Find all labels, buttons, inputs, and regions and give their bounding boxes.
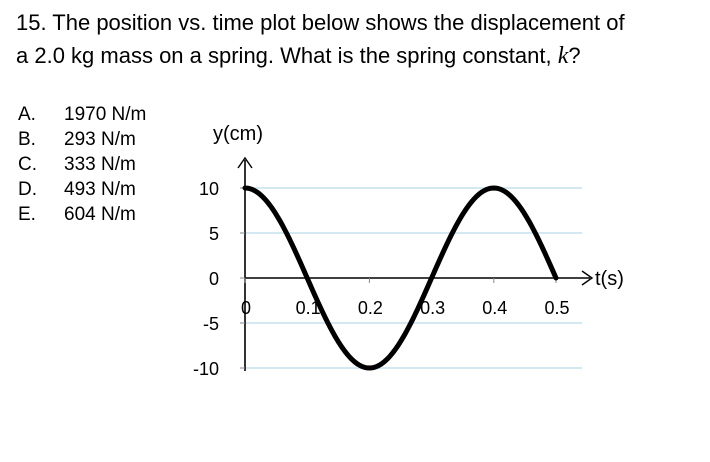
choice-c[interactable]: C. 333 N/m — [18, 152, 136, 178]
question-line-2-prefix: a 2.0 kg mass on a spring. What is the s… — [16, 43, 558, 68]
choice-a[interactable]: A. 1970 N/m — [18, 102, 146, 128]
x-tick-label: 0.3 — [420, 298, 445, 318]
choice-letter: B. — [18, 129, 36, 150]
spring-constant-variable: k — [557, 43, 569, 69]
x-tick-label: 0.2 — [358, 298, 383, 318]
choice-text: 333 N/m — [64, 154, 136, 175]
question-line-2-suffix: ? — [568, 43, 581, 68]
y-tick-label: 0 — [209, 269, 219, 289]
choice-letter: E. — [18, 204, 36, 225]
choice-letter: A. — [18, 104, 36, 125]
displacement-curve-layer — [242, 185, 559, 371]
choice-d[interactable]: D. 493 N/m — [18, 177, 136, 203]
y-tick-label: 10 — [199, 179, 219, 199]
x-tick-label: 0.5 — [544, 298, 569, 318]
y-axis-label: y(cm) — [213, 123, 263, 145]
x-tick-label: 0.1 — [296, 298, 321, 318]
choice-b[interactable]: B. 293 N/m — [18, 127, 136, 153]
question-line-2: a 2.0 kg mass on a spring. What is the s… — [16, 39, 706, 73]
y-tick-label: -5 — [203, 314, 219, 334]
question-line-1: 15. The position vs. time plot below sho… — [16, 10, 625, 35]
y-tick-label: -10 — [193, 359, 219, 379]
choice-text: 293 N/m — [64, 129, 136, 150]
x-axis-label: t(s) — [595, 268, 624, 290]
x-axis-arrow — [581, 270, 594, 286]
axes — [237, 156, 594, 371]
choice-text: 604 N/m — [64, 204, 136, 225]
x-tick-label: 0 — [241, 298, 251, 318]
displacement-curve — [242, 185, 559, 371]
choice-text: 1970 N/m — [64, 104, 147, 125]
choice-e[interactable]: E. 604 N/m — [18, 202, 136, 228]
tick-labels: 10 5 0 -5 -10 0 0.1 0.2 0.3 0.4 0.5 y(cm) t(s) — [193, 123, 624, 379]
y-axis-arrow — [237, 156, 253, 169]
x-tick-label: 0.4 — [482, 298, 507, 318]
choice-letter: C. — [18, 154, 37, 175]
choice-text: 493 N/m — [64, 179, 136, 200]
question-text: 15. The position vs. time plot below sho… — [16, 6, 706, 73]
choice-letter: D. — [18, 179, 37, 200]
y-tick-label: 5 — [209, 224, 219, 244]
